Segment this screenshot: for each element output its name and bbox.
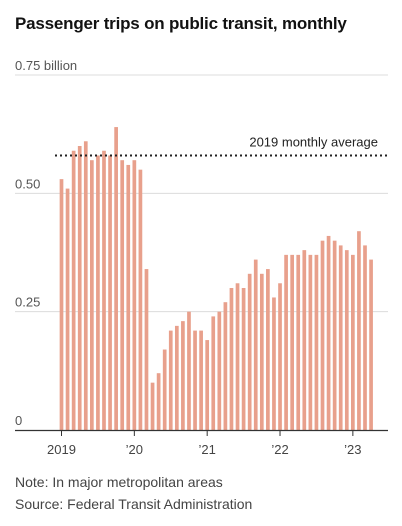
bar bbox=[284, 254, 288, 430]
bar-chart: 2019 monthly average 0 0.25 0.50 0.75 billi… bbox=[15, 58, 388, 457]
bar bbox=[351, 254, 355, 430]
bar bbox=[144, 269, 149, 430]
bar bbox=[326, 235, 331, 430]
chart-title: Passenger trips on public transit, month… bbox=[15, 14, 347, 33]
bar bbox=[102, 150, 106, 430]
y-tick-label: 0.25 bbox=[15, 295, 40, 310]
bar bbox=[369, 259, 373, 430]
bar bbox=[108, 155, 112, 430]
reference-line: 2019 monthly average bbox=[55, 134, 388, 157]
bar bbox=[290, 254, 295, 430]
x-tick-label: ’21 bbox=[199, 442, 216, 457]
bar bbox=[174, 325, 179, 430]
bar bbox=[217, 311, 222, 430]
bar bbox=[266, 269, 270, 430]
bar bbox=[363, 245, 367, 430]
bar-series bbox=[59, 127, 373, 431]
bar bbox=[229, 288, 234, 430]
bar bbox=[357, 231, 361, 430]
bar bbox=[77, 146, 82, 430]
y-tick-label: 0.50 bbox=[15, 176, 40, 191]
bar bbox=[181, 321, 185, 430]
bar bbox=[223, 302, 228, 430]
bar bbox=[344, 250, 349, 430]
bar bbox=[156, 373, 161, 430]
y-tick-label: 0 bbox=[15, 413, 22, 428]
bar bbox=[278, 283, 282, 430]
bar bbox=[332, 240, 337, 430]
bar bbox=[205, 340, 210, 430]
bar bbox=[199, 330, 203, 430]
bar bbox=[308, 254, 313, 430]
bar bbox=[71, 150, 76, 430]
bar bbox=[272, 297, 276, 430]
y-axis-ticks: 0 0.25 0.50 0.75 billion bbox=[15, 58, 77, 428]
y-tick-label: 0.75 billion bbox=[15, 58, 77, 73]
x-tick-label: ’23 bbox=[344, 442, 361, 457]
average-line-label: 2019 monthly average bbox=[249, 134, 378, 149]
bar bbox=[120, 160, 125, 430]
x-tick-label: ’20 bbox=[126, 442, 143, 457]
bar bbox=[83, 141, 88, 430]
bar bbox=[59, 179, 64, 430]
bar bbox=[187, 311, 191, 430]
x-tick-label: ’22 bbox=[271, 442, 288, 457]
bar bbox=[241, 288, 246, 430]
chart-note: Note: In major metropolitan areas bbox=[15, 474, 223, 490]
bar bbox=[296, 254, 301, 430]
bar bbox=[162, 349, 167, 430]
x-axis: 2019 ’20 ’21 ’22 ’23 bbox=[15, 429, 388, 457]
bar bbox=[126, 164, 131, 430]
bar bbox=[259, 273, 264, 430]
bar bbox=[138, 169, 143, 430]
bar bbox=[96, 155, 100, 430]
bar bbox=[314, 254, 319, 430]
bar bbox=[235, 283, 240, 430]
bar bbox=[65, 188, 70, 430]
bar bbox=[338, 245, 343, 430]
chart-source: Source: Federal Transit Administration bbox=[15, 496, 253, 512]
bar bbox=[150, 382, 155, 430]
bar bbox=[168, 330, 173, 430]
bar bbox=[302, 250, 307, 430]
bar bbox=[320, 240, 325, 430]
bar bbox=[114, 127, 118, 431]
bar bbox=[90, 160, 94, 430]
bar bbox=[247, 273, 252, 430]
bar bbox=[132, 160, 137, 430]
x-tick-label: 2019 bbox=[47, 442, 76, 457]
gridlines bbox=[15, 74, 388, 313]
bar bbox=[211, 316, 216, 430]
bar bbox=[193, 330, 197, 430]
bar bbox=[253, 259, 258, 430]
